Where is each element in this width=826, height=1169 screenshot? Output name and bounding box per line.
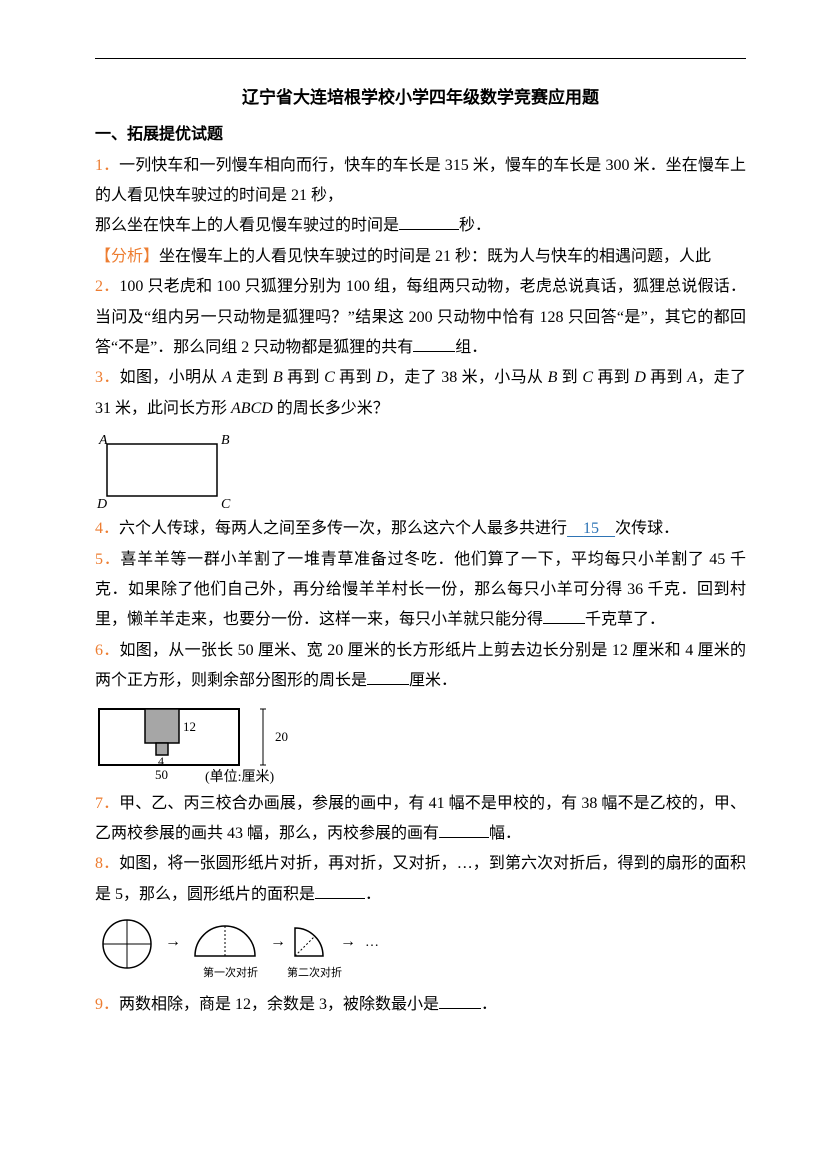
svg-text:B: B bbox=[221, 433, 230, 448]
question-1-line2: 那么坐在快车上的人看见慢车驶过的时间是 秒． bbox=[95, 211, 746, 241]
svg-text:(单位:厘米): (单位:厘米) bbox=[205, 769, 275, 785]
svg-text:…: … bbox=[365, 935, 379, 950]
analysis-label: 【分析】 bbox=[95, 248, 159, 265]
svg-text:A: A bbox=[98, 433, 108, 448]
q8-text2: ． bbox=[365, 886, 381, 903]
cutout-diagram: 12 4 50 20 (单位:厘米) bbox=[95, 703, 395, 785]
q5-text2: 千克草了． bbox=[585, 611, 665, 628]
svg-text:第二次对折: 第二次对折 bbox=[287, 965, 342, 979]
q9-text1: 两数相除，商是 12，余数是 3，被除数最小是 bbox=[119, 996, 439, 1013]
q2-number: 2． bbox=[95, 278, 119, 295]
q8-figure: → 第一次对折 → 第二次对折 → … bbox=[95, 916, 746, 986]
q7-text2: 幅． bbox=[489, 825, 521, 842]
q7-number: 7． bbox=[95, 795, 119, 812]
q6-figure: 12 4 50 20 (单位:厘米) bbox=[95, 703, 746, 785]
svg-text:D: D bbox=[96, 497, 107, 510]
q9-number: 9． bbox=[95, 996, 119, 1013]
q6-text2: 厘米． bbox=[409, 672, 457, 689]
question-1-analysis: 【分析】坐在慢车上的人看见快车驶过的时间是 21 秒：既为人与快车的相遇问题，人… bbox=[95, 242, 746, 272]
q3-number: 3． bbox=[95, 369, 120, 386]
header-rule bbox=[95, 58, 746, 59]
svg-text:4: 4 bbox=[158, 754, 164, 768]
question-3: 3．如图，小明从 A 走到 B 再到 C 再到 D，走了 38 米，小马从 B … bbox=[95, 363, 746, 424]
q5-number: 5． bbox=[95, 551, 120, 568]
svg-text:→: → bbox=[165, 933, 181, 950]
question-1: 1．一列快车和一列慢车相向而行，快车的车长是 315 米，慢车的车长是 300 … bbox=[95, 151, 746, 212]
q1-line1: 一列快车和一列慢车相向而行，快车的车长是 315 米，慢车的车长是 300 米．… bbox=[95, 157, 746, 204]
svg-text:→: → bbox=[270, 933, 286, 950]
rectangle-diagram: A B D C bbox=[95, 430, 245, 510]
q6-blank bbox=[367, 669, 409, 685]
q9-blank bbox=[439, 993, 481, 1009]
q4-text1: 六个人传球，每两人之间至多传一次，那么这六个人最多共进行 bbox=[119, 520, 567, 537]
q8-number: 8． bbox=[95, 855, 119, 872]
q7-blank bbox=[439, 822, 489, 838]
q7-text1: 甲、乙、丙三校合办画展，参展的画中，有 41 幅不是甲校的，有 38 幅不是乙校… bbox=[95, 795, 746, 842]
svg-text:50: 50 bbox=[155, 767, 168, 782]
q2-text2: 组． bbox=[455, 339, 487, 356]
q1-text2b: 秒． bbox=[459, 217, 491, 234]
q1-text2a: 那么坐在快车上的人看见慢车驶过的时间是 bbox=[95, 217, 399, 234]
q1-number: 1． bbox=[95, 157, 119, 174]
question-6: 6．如图，从一张长 50 厘米、宽 20 厘米的长方形纸片上剪去边长分别是 12… bbox=[95, 636, 746, 697]
question-2: 2．100 只老虎和 100 只狐狸分别为 100 组，每组两只动物，老虎总说真… bbox=[95, 272, 746, 363]
q3-figure: A B D C bbox=[95, 430, 746, 510]
q3-text: 如图，小明从 A 走到 B 再到 C 再到 D，走了 38 米，小马从 B 到 … bbox=[95, 369, 746, 416]
q5-blank bbox=[543, 608, 585, 624]
q8-text1: 如图，将一张圆形纸片对折，再对折，又对折，…，到第六次对折后，得到的扇形的面积是… bbox=[95, 855, 746, 902]
page-content: 辽宁省大连培根学校小学四年级数学竞赛应用题 一、拓展提优试题 1．一列快车和一列… bbox=[95, 82, 746, 1021]
question-8: 8．如图，将一张圆形纸片对折，再对折，又对折，…，到第六次对折后，得到的扇形的面… bbox=[95, 849, 746, 910]
question-9: 9．两数相除，商是 12，余数是 3，被除数最小是 ． bbox=[95, 990, 746, 1020]
svg-text:第一次对折: 第一次对折 bbox=[203, 965, 258, 979]
q1-analysis-text: 坐在慢车上的人看见快车驶过的时间是 21 秒：既为人与快车的相遇问题，人此 bbox=[159, 248, 711, 265]
svg-text:12: 12 bbox=[183, 719, 196, 734]
q1-blank bbox=[399, 214, 459, 230]
q6-number: 6． bbox=[95, 642, 120, 659]
q4-answer: 15 bbox=[567, 520, 615, 537]
question-5: 5．喜羊羊等一群小羊割了一堆青草准备过冬吃．他们算了一下，平均每只小羊割了 45… bbox=[95, 545, 746, 636]
q4-text2: 次传球． bbox=[615, 520, 679, 537]
section-heading: 一、拓展提优试题 bbox=[95, 120, 746, 150]
svg-text:20: 20 bbox=[275, 729, 288, 744]
q8-blank bbox=[315, 883, 365, 899]
q2-blank bbox=[413, 336, 455, 352]
question-7: 7．甲、乙、丙三校合办画展，参展的画中，有 41 幅不是甲校的，有 38 幅不是… bbox=[95, 789, 746, 850]
question-4: 4．六个人传球，每两人之间至多传一次，那么这六个人最多共进行 15 次传球． bbox=[95, 514, 746, 544]
svg-text:→: → bbox=[340, 933, 356, 950]
page-title: 辽宁省大连培根学校小学四年级数学竞赛应用题 bbox=[95, 82, 746, 114]
q4-number: 4． bbox=[95, 520, 119, 537]
q9-text2: ． bbox=[481, 996, 497, 1013]
fold-diagram: → 第一次对折 → 第二次对折 → … bbox=[95, 916, 455, 986]
svg-text:C: C bbox=[221, 497, 231, 510]
